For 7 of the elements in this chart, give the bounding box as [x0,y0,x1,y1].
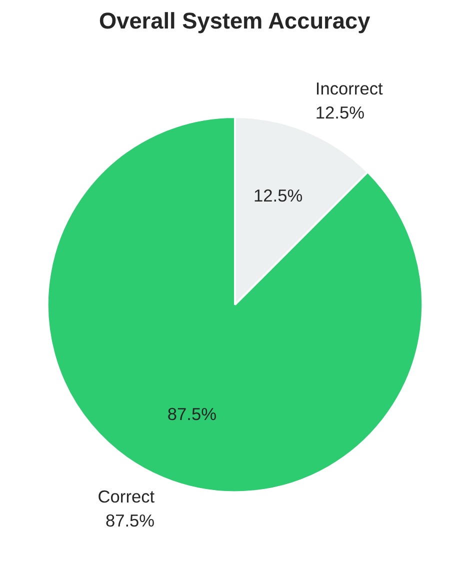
slice-label: Correct [98,486,155,507]
text: 12.5% [315,102,365,123]
data-label: 87.5% [167,404,216,424]
text: 87.5% [105,510,155,531]
chart-title: Overall System Accuracy [98,8,371,34]
data-label: 12.5% [254,185,303,206]
slice-label: Incorrect [315,78,383,99]
